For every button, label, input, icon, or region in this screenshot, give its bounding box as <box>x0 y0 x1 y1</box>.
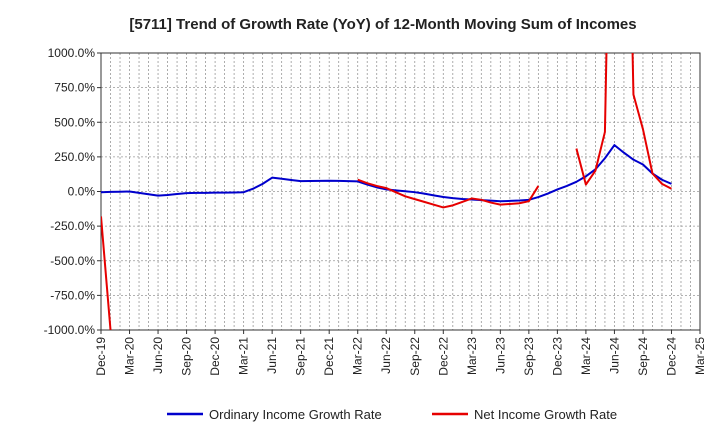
x-tick-label: Jun-24 <box>607 337 621 374</box>
x-tick-label: Sep-20 <box>180 337 194 376</box>
x-tick-label: Mar-23 <box>465 337 479 375</box>
x-tick-label: Mar-20 <box>123 337 137 375</box>
y-tick-label: 1000.0% <box>48 46 96 60</box>
series-line-2 <box>575 53 672 190</box>
series-line-2 <box>357 178 540 209</box>
legend-label: Ordinary Income Growth Rate <box>209 407 382 422</box>
x-tick-label: Dec-22 <box>436 337 450 376</box>
x-tick-label: Mar-25 <box>693 337 707 375</box>
x-axis: Dec-19 Mar-20 Jun-20 Sep-20 Dec-20 Mar-21 Jun-… <box>94 330 707 376</box>
x-tick-label: Dec-21 <box>322 337 336 376</box>
y-tick-label: 750.0% <box>54 81 95 95</box>
x-tick-label: Jun-21 <box>265 337 279 374</box>
x-tick-label: Jun-23 <box>493 337 507 374</box>
y-axis: 1000.0% 750.0% 500.0% 250.0% 0.0% -250.0% -500… <box>44 46 101 337</box>
chart-title: [5711] Trend of Growth Rate (YoY) of 12-… <box>129 16 636 33</box>
series-line-2 <box>101 216 112 330</box>
y-tick-label: -1000.0% <box>44 323 96 337</box>
x-tick-label: Mar-21 <box>237 337 251 375</box>
x-tick-label: Sep-23 <box>522 337 536 376</box>
x-tick-label: Sep-22 <box>408 337 422 376</box>
x-tick-label: Sep-21 <box>294 337 308 376</box>
x-tick-label: Dec-19 <box>94 337 108 376</box>
x-tick-label: Jun-20 <box>151 337 165 374</box>
series-lines <box>101 53 672 330</box>
x-tick-label: Dec-24 <box>664 337 678 376</box>
x-tick-label: Dec-20 <box>208 337 222 376</box>
y-tick-label: -750.0% <box>50 288 95 302</box>
y-tick-label: -250.0% <box>50 219 95 233</box>
y-tick-label: 250.0% <box>54 150 95 164</box>
legend: Ordinary Income Growth Rate Net Income Gr… <box>167 407 617 422</box>
legend-label: Net Income Growth Rate <box>474 407 617 422</box>
y-tick-label: -500.0% <box>50 254 95 268</box>
series-line-1 <box>101 144 672 203</box>
x-tick-label: Mar-22 <box>351 337 365 375</box>
x-tick-label: Mar-24 <box>579 337 593 375</box>
x-tick-label: Dec-23 <box>550 337 564 376</box>
x-tick-label: Sep-24 <box>636 337 650 376</box>
y-tick-label: 500.0% <box>54 115 95 129</box>
y-tick-label: 0.0% <box>68 185 96 199</box>
x-tick-label: Jun-22 <box>379 337 393 374</box>
